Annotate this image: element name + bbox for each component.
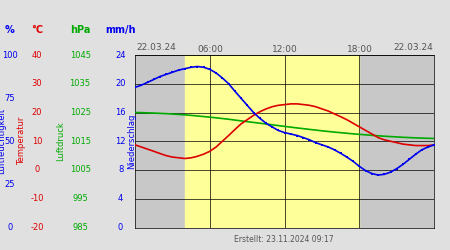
Text: 75: 75 [4,94,15,102]
Text: mm/h: mm/h [105,25,136,35]
Text: 16: 16 [115,108,126,117]
Text: 0: 0 [7,223,13,232]
Text: 40: 40 [32,50,42,59]
Text: 22.03.24: 22.03.24 [136,44,176,52]
Text: 10: 10 [32,137,42,146]
Text: 25: 25 [4,180,15,189]
Text: °C: °C [31,25,43,35]
Text: 30: 30 [32,79,42,88]
Text: 1005: 1005 [70,166,90,174]
Text: Niederschlag: Niederschlag [127,114,136,169]
Text: 20: 20 [115,79,126,88]
Bar [185,55,360,228]
Text: 1015: 1015 [70,137,90,146]
Text: Erstellt: 23.11.2024 09:17: Erstellt: 23.11.2024 09:17 [234,235,333,244]
Text: Luftdruck: Luftdruck [56,122,65,161]
Text: 1035: 1035 [70,79,90,88]
Text: 1045: 1045 [70,50,90,59]
Text: -20: -20 [30,223,44,232]
Text: 0: 0 [34,166,40,174]
Text: Temperatur: Temperatur [17,117,26,166]
Text: %: % [5,25,15,35]
Text: 12: 12 [115,137,126,146]
Text: 22.03.24: 22.03.24 [394,44,433,52]
Text: 995: 995 [72,194,88,203]
Text: Luftfeuchtigkeit: Luftfeuchtigkeit [0,108,6,174]
Text: hPa: hPa [70,25,90,35]
Text: 1025: 1025 [70,108,90,117]
Text: 0: 0 [118,223,123,232]
Text: -10: -10 [30,194,44,203]
Text: 8: 8 [118,166,123,174]
Text: 24: 24 [115,50,126,59]
Text: 50: 50 [4,137,15,146]
Text: 20: 20 [32,108,42,117]
Text: 4: 4 [118,194,123,203]
Text: 985: 985 [72,223,88,232]
Text: 100: 100 [2,50,18,59]
